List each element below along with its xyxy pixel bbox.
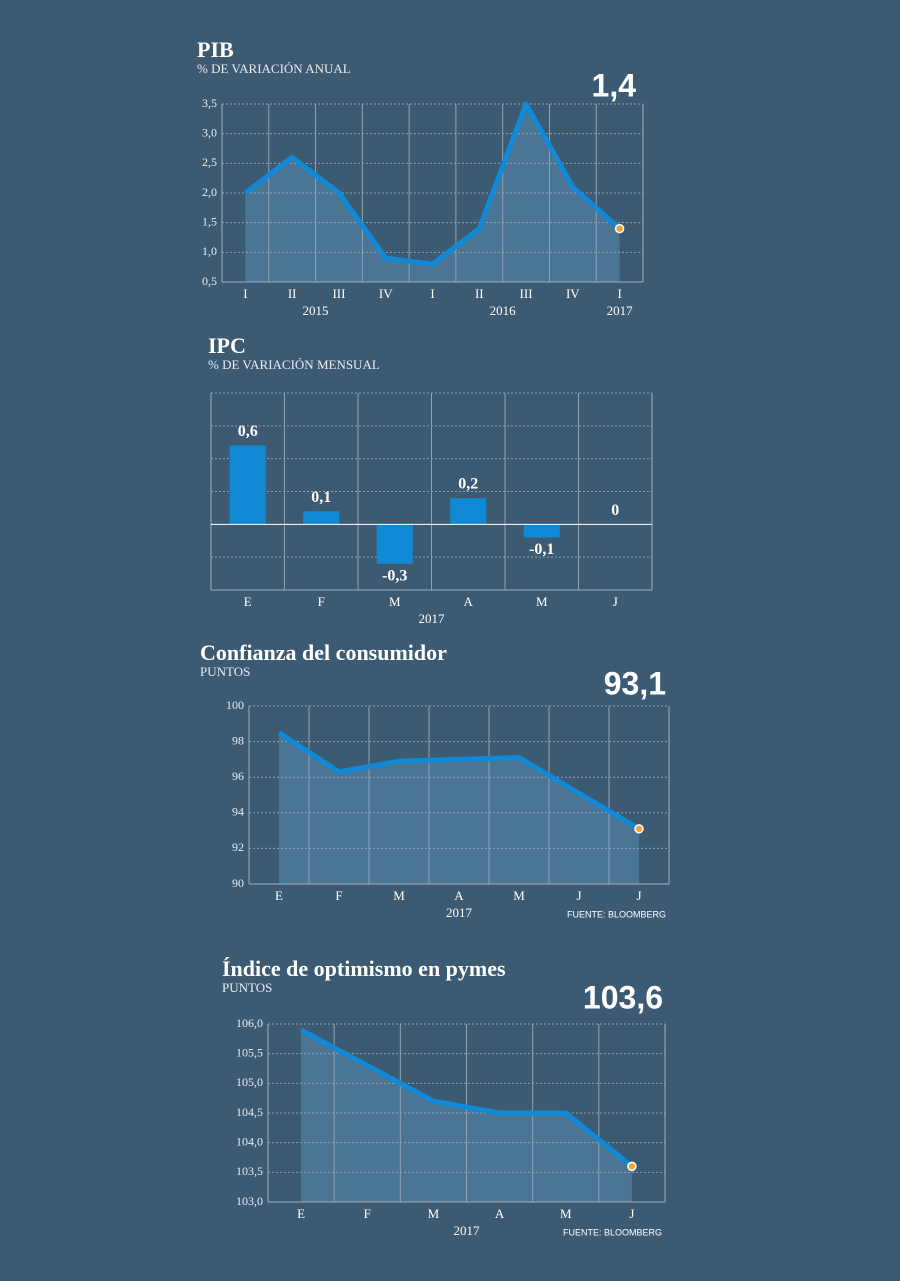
area — [279, 732, 639, 884]
source: FUENTE: BLOOMBERG — [567, 909, 666, 919]
value-label: -0,1 — [529, 541, 554, 558]
x-tick-label: II — [475, 286, 484, 301]
chart-subtitle: % DE VARIACIÓN MENSUAL — [208, 357, 380, 372]
y-tick-label: 105,0 — [236, 1075, 263, 1089]
x-tick-label: A — [495, 1206, 505, 1221]
y-tick-label: 100 — [226, 698, 244, 712]
y-tick-label: 90 — [232, 876, 244, 890]
x-tick-label: J — [636, 888, 641, 903]
y-tick-label: 2,0 — [202, 185, 217, 199]
y-tick-label: 103,5 — [236, 1164, 263, 1178]
value-label: 0 — [611, 502, 619, 519]
y-tick-label: 104,0 — [236, 1134, 263, 1148]
highlight-value: 93,1 — [604, 665, 666, 701]
x-tick-label: M — [389, 594, 401, 609]
marker — [627, 1161, 637, 1172]
y-tick-label: 94 — [232, 805, 244, 819]
x-tick-label: E — [275, 888, 283, 903]
value-label: 0,2 — [458, 476, 478, 493]
value-label: 0,6 — [238, 423, 258, 440]
value-label: -0,3 — [382, 567, 407, 584]
y-tick-label: 105,5 — [236, 1045, 263, 1059]
marker — [634, 824, 644, 834]
y-tick-label: 1,0 — [202, 244, 217, 258]
x-tick-label: J — [576, 888, 581, 903]
area — [245, 104, 620, 282]
x-tick-label: A — [464, 594, 474, 609]
x-tick-label: I — [430, 286, 434, 301]
bar — [523, 524, 560, 538]
bar — [376, 524, 413, 564]
x-tick-label: I — [243, 286, 247, 301]
chart-title: IPC — [208, 333, 246, 358]
x-tick-label: M — [536, 594, 548, 609]
chart-subtitle: PUNTOS — [222, 980, 272, 995]
x-tick-label: E — [297, 1206, 305, 1221]
y-tick-label: 3,0 — [202, 125, 217, 139]
x-tick-label: J — [613, 594, 618, 609]
x-tick-label: F — [335, 888, 342, 903]
x-tick-label: J — [629, 1206, 634, 1221]
x-tick-label: I — [617, 286, 621, 301]
group-label: 2017 — [419, 611, 446, 626]
bar — [229, 445, 266, 525]
chart-subtitle: % DE VARIACIÓN ANUAL — [197, 61, 351, 76]
x-tick-label: M — [393, 888, 405, 903]
bar — [450, 498, 487, 525]
y-tick-label: 98 — [232, 733, 244, 747]
group-label: 2017 — [446, 905, 473, 920]
highlight-value: 103,6 — [583, 979, 663, 1015]
chart-title: PIB — [197, 37, 234, 62]
x-tick-label: IV — [379, 286, 393, 301]
y-tick-label: 106,0 — [236, 1016, 263, 1030]
x-tick-label: III — [332, 286, 345, 301]
chart-title: Índice de optimismo en pymes — [222, 956, 506, 981]
x-tick-label: M — [513, 888, 525, 903]
value-label: 0,1 — [311, 489, 331, 506]
x-tick-label: III — [520, 286, 533, 301]
y-tick-label: 103,0 — [236, 1194, 263, 1208]
x-tick-label: M — [560, 1206, 572, 1221]
highlight-value: 1,4 — [592, 67, 637, 103]
bar — [303, 511, 340, 525]
y-tick-label: 0,5 — [202, 274, 217, 288]
y-tick-label: 3,5 — [202, 96, 217, 110]
source: FUENTE: BLOOMBERG — [563, 1227, 662, 1237]
y-tick-label: 96 — [232, 769, 244, 783]
x-tick-label: F — [318, 594, 325, 609]
group-label: 2017 — [607, 303, 634, 318]
x-tick-label: IV — [566, 286, 580, 301]
y-tick-label: 1,5 — [202, 214, 217, 228]
line — [299, 1027, 634, 1169]
x-tick-label: E — [244, 594, 252, 609]
line — [243, 101, 622, 267]
x-tick-label: M — [428, 1206, 440, 1221]
chart-subtitle: PUNTOS — [200, 664, 250, 679]
x-tick-label: II — [288, 286, 297, 301]
group-label: 2015 — [303, 303, 329, 318]
group-label: 2017 — [454, 1223, 481, 1238]
group-label: 2016 — [490, 303, 517, 318]
x-tick-label: A — [454, 888, 464, 903]
line — [277, 730, 641, 831]
y-tick-label: 92 — [232, 840, 244, 854]
chart-title: Confianza del consumidor — [200, 640, 447, 665]
y-tick-label: 2,5 — [202, 155, 217, 169]
y-tick-label: 104,5 — [236, 1105, 263, 1119]
marker — [614, 223, 625, 234]
x-tick-label: F — [364, 1206, 371, 1221]
